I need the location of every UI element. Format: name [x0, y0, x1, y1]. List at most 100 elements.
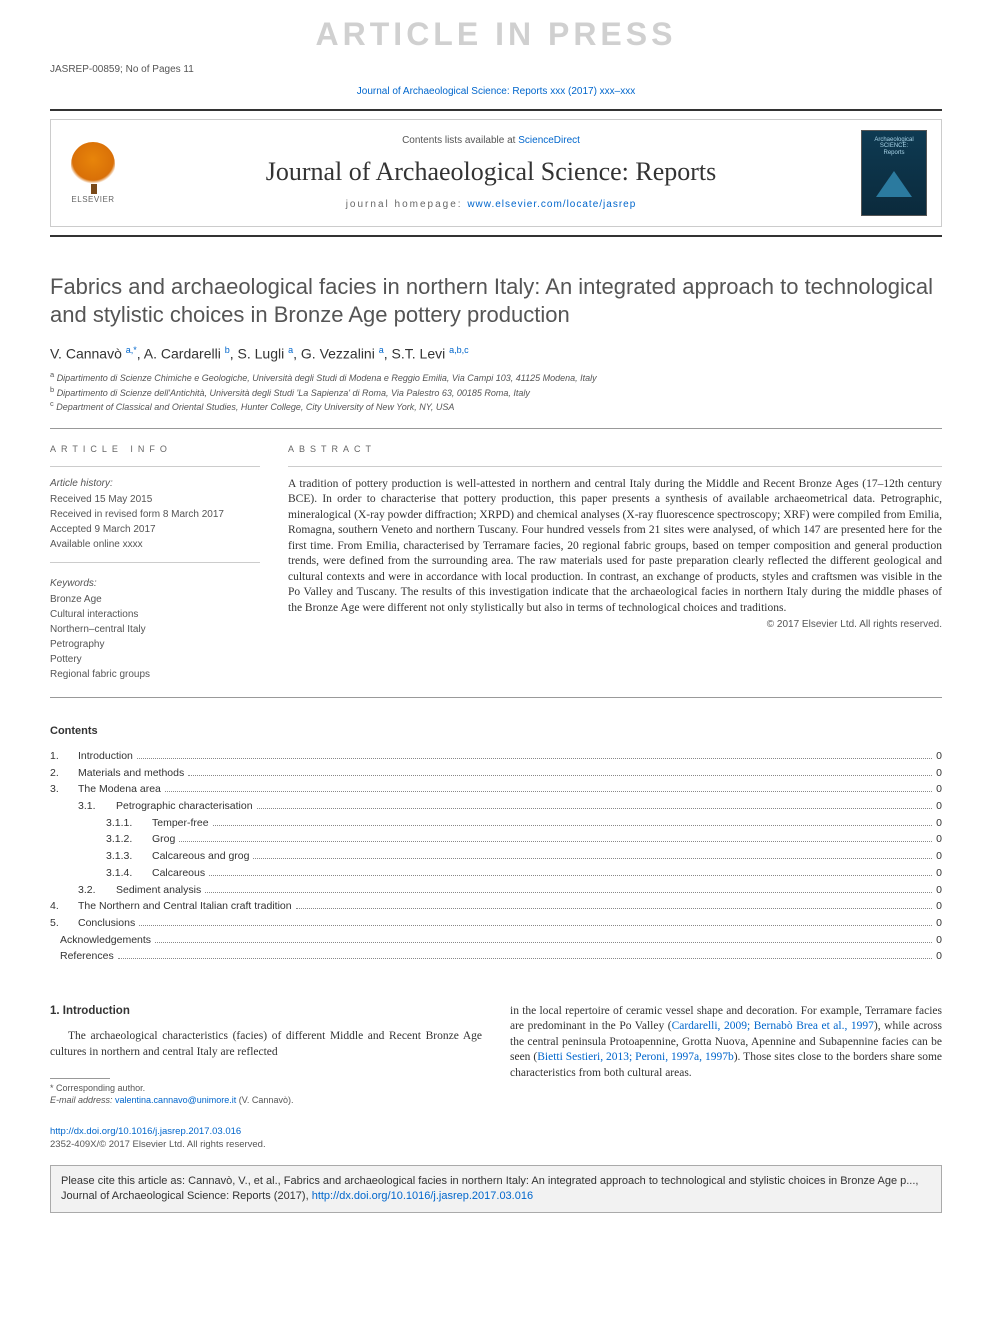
affiliations: a Dipartimento di Scienze Chimiche e Geo…: [50, 370, 942, 414]
toc-num: 3.: [50, 782, 68, 797]
top-journal-citation: Journal of Archaeological Science: Repor…: [50, 85, 942, 99]
article-title: Fabrics and archaeological facies in nor…: [50, 273, 942, 330]
body-columns: 1. Introduction The archaeological chara…: [50, 1004, 942, 1107]
toc-num: 3.1.3.: [106, 849, 142, 864]
toc-page: 0: [936, 899, 942, 914]
toc-dots: [205, 892, 932, 893]
toc-dots: [165, 791, 932, 792]
toc-num: 3.1.: [78, 799, 106, 814]
toc-label: Grog: [152, 832, 175, 847]
toc-dots: [257, 808, 933, 809]
toc-dots: [209, 875, 932, 876]
toc-dots: [155, 942, 932, 943]
intro-para-right: in the local repertoire of ceramic vesse…: [510, 1004, 942, 1082]
journal-center: Contents lists available at ScienceDirec…: [135, 134, 847, 212]
author-3: S. Lugli: [238, 346, 285, 362]
intro-cite-1[interactable]: Cardarelli, 2009; Bernabò Brea et al., 1…: [672, 1020, 874, 1032]
toc-page: 0: [936, 816, 942, 831]
author-2-aff[interactable]: b: [225, 345, 230, 355]
toc-dots: [253, 858, 932, 859]
watermark-banner: ARTICLE IN PRESS: [0, 0, 992, 63]
toc-row[interactable]: Acknowledgements0: [50, 933, 942, 948]
toc-row[interactable]: 1.Introduction0: [50, 749, 942, 764]
keywords-head: Keywords:: [50, 577, 260, 591]
toc-num: 3.1.2.: [106, 832, 142, 847]
toc-dots: [118, 958, 932, 959]
toc-label: Introduction: [78, 749, 133, 764]
journal-cover-thumbnail: Archaeological SCIENCE: Reports: [861, 130, 927, 216]
toc-row[interactable]: 3.1.3.Calcareous and grog0: [50, 849, 942, 864]
intro-cite-2[interactable]: Bietti Sestieri, 2013; Peroni, 1997a, 19…: [537, 1051, 734, 1063]
elsevier-tree-icon: [71, 142, 115, 186]
top-journal-link[interactable]: Journal of Archaeological Science: Repor…: [357, 86, 635, 97]
toc-num: 2.: [50, 766, 68, 781]
toc-label: Materials and methods: [78, 766, 184, 781]
author-5-aff[interactable]: a,b,c: [449, 345, 469, 355]
history-head: Article history:: [50, 477, 260, 491]
toc-row[interactable]: References0: [50, 949, 942, 964]
doi-link[interactable]: http://dx.doi.org/10.1016/j.jasrep.2017.…: [50, 1126, 241, 1137]
toc-page: 0: [936, 949, 942, 964]
footnote-email-link[interactable]: valentina.cannavo@unimore.it: [115, 1095, 236, 1105]
toc-row[interactable]: 3.1.4.Calcareous0: [50, 866, 942, 881]
rule-abstract: [288, 466, 942, 467]
history-received: Received 15 May 2015: [50, 493, 260, 507]
footnote-email-suffix: (V. Cannavò).: [236, 1095, 293, 1105]
author-5: S.T. Levi: [392, 346, 446, 362]
journal-block: ELSEVIER Contents lists available at Sci…: [50, 119, 942, 227]
toc-row[interactable]: 3.1.Petrographic characterisation0: [50, 799, 942, 814]
keyword-3: Petrography: [50, 638, 260, 652]
sciencedirect-link[interactable]: ScienceDirect: [518, 135, 580, 146]
toc-row[interactable]: 3.1.2. Grog 0: [50, 832, 942, 847]
body-col-right: in the local repertoire of ceramic vesse…: [510, 1004, 942, 1107]
cover-text-1: Archaeological: [874, 137, 913, 144]
affil-a-text: Dipartimento di Scienze Chimiche e Geolo…: [57, 373, 597, 383]
article-info-column: ARTICLE INFO Article history: Received 1…: [50, 443, 260, 683]
author-1: V. Cannavò: [50, 346, 122, 362]
toc-label: The Modena area: [78, 782, 161, 797]
abstract-copyright: © 2017 Elsevier Ltd. All rights reserved…: [288, 618, 942, 632]
article-id: JASREP-00859; No of Pages 11: [50, 63, 942, 77]
intro-para-left: The archaeological characteristics (faci…: [50, 1029, 482, 1060]
footnote-corresponding: * Corresponding author.: [50, 1083, 482, 1095]
rule-above-meta: [50, 428, 942, 429]
toc-num: 4.: [50, 899, 68, 914]
author-4-aff[interactable]: a: [379, 345, 384, 355]
toc-num: 3.1.1.: [106, 816, 142, 831]
toc-row[interactable]: 3.1.1. Temper-free 0: [50, 816, 942, 831]
keyword-2: Northern–central Italy: [50, 623, 260, 637]
toc-page: 0: [936, 832, 942, 847]
author-1-aff[interactable]: a,*: [126, 345, 137, 355]
toc-page: 0: [936, 766, 942, 781]
toc-page: 0: [936, 799, 942, 814]
affil-c-text: Department of Classical and Oriental Stu…: [56, 402, 454, 412]
toc-label: Temper-free: [152, 816, 209, 831]
keyword-1: Cultural interactions: [50, 608, 260, 622]
keyword-4: Pottery: [50, 653, 260, 667]
toc-page: 0: [936, 866, 942, 881]
toc-row[interactable]: 3.2.Sediment analysis0: [50, 883, 942, 898]
toc-num: 3.2.: [78, 883, 106, 898]
footnote-star-text: Corresponding author.: [56, 1083, 145, 1093]
affil-b: b Dipartimento di Scienze dell'Antichità…: [50, 385, 942, 400]
toc-row[interactable]: 5.Conclusions0: [50, 916, 942, 931]
doi-line: http://dx.doi.org/10.1016/j.jasrep.2017.…: [50, 1125, 942, 1138]
rule-below-abstract: [50, 697, 942, 698]
article-info-head: ARTICLE INFO: [50, 443, 260, 456]
contents-list-line: Contents lists available at ScienceDirec…: [135, 134, 847, 148]
rule-top: [50, 109, 942, 111]
toc-row[interactable]: 2. Materials and methods 0: [50, 766, 942, 781]
meta-abstract-row: ARTICLE INFO Article history: Received 1…: [50, 443, 942, 683]
toc-dots: [179, 841, 932, 842]
abstract-column: ABSTRACT A tradition of pottery producti…: [288, 443, 942, 683]
cite-box-link[interactable]: http://dx.doi.org/10.1016/j.jasrep.2017.…: [312, 1190, 533, 1202]
history-online: Available online xxxx: [50, 538, 260, 552]
journal-homepage-link[interactable]: www.elsevier.com/locate/jasrep: [467, 199, 636, 210]
toc-label: Acknowledgements: [60, 933, 151, 948]
author-3-aff[interactable]: a: [288, 345, 293, 355]
elsevier-label: ELSEVIER: [71, 194, 114, 205]
toc-row[interactable]: 3.The Modena area0: [50, 782, 942, 797]
toc-label: Calcareous and grog: [152, 849, 249, 864]
toc-row[interactable]: 4.The Northern and Central Italian craft…: [50, 899, 942, 914]
rule-info-1: [50, 466, 260, 467]
